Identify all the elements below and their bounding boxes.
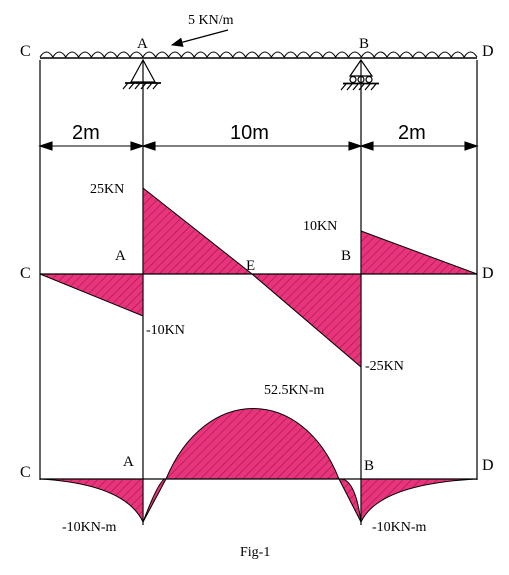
load-arrow xyxy=(170,29,229,47)
point-label-a-shear: A xyxy=(115,248,126,264)
point-label-b-shear: B xyxy=(341,248,351,264)
point-label-c-top: C xyxy=(20,43,31,60)
shear-region-cantilever-right xyxy=(360,230,478,275)
roller-support-b xyxy=(340,58,379,91)
load-label: 5 KN/m xyxy=(188,13,234,28)
dimension-line xyxy=(38,141,479,151)
moment-region-negative-b xyxy=(338,478,362,523)
point-label-a-top: A xyxy=(137,36,148,52)
moment-region-cantilever-left xyxy=(39,478,144,523)
point-label-c-shear: C xyxy=(20,265,31,282)
point-label-d-moment: D xyxy=(482,457,494,474)
span-label-left: 2m xyxy=(72,122,100,144)
shear-value-a-right: 25KN xyxy=(90,182,124,197)
point-label-a-moment: A xyxy=(123,454,134,470)
span-label-middle: 10m xyxy=(230,122,269,144)
moment-value-max: 52.5KN-m xyxy=(264,383,324,398)
pin-support-a xyxy=(122,58,161,90)
distributed-load xyxy=(39,51,478,59)
shear-region-negative-eb xyxy=(250,273,362,369)
point-label-b-moment: B xyxy=(364,458,374,474)
point-label-d-shear: D xyxy=(482,265,494,282)
point-label-d-top: D xyxy=(482,43,494,60)
shear-value-a-left: -10KN xyxy=(146,323,185,338)
moment-region-positive xyxy=(165,408,340,480)
bending-moment-diagram xyxy=(39,408,478,523)
shear-region-cantilever-left xyxy=(39,273,144,317)
moment-value-b: -10KN-m xyxy=(372,520,427,535)
shear-value-b-left: -25KN xyxy=(365,359,404,374)
moment-region-negative-a xyxy=(142,478,167,523)
moment-region-cantilever-right xyxy=(360,478,478,523)
span-label-right: 2m xyxy=(398,122,426,144)
point-label-b-top: B xyxy=(359,36,369,52)
figure-caption: Fig-1 xyxy=(240,545,270,560)
shear-value-b-right: 10KN xyxy=(303,219,337,234)
shear-force-diagram xyxy=(39,186,478,369)
moment-value-a: -10KN-m xyxy=(62,520,117,535)
point-label-e-shear: E xyxy=(246,258,255,274)
shear-region-positive-ae xyxy=(142,186,254,275)
point-label-c-moment: C xyxy=(20,464,31,481)
